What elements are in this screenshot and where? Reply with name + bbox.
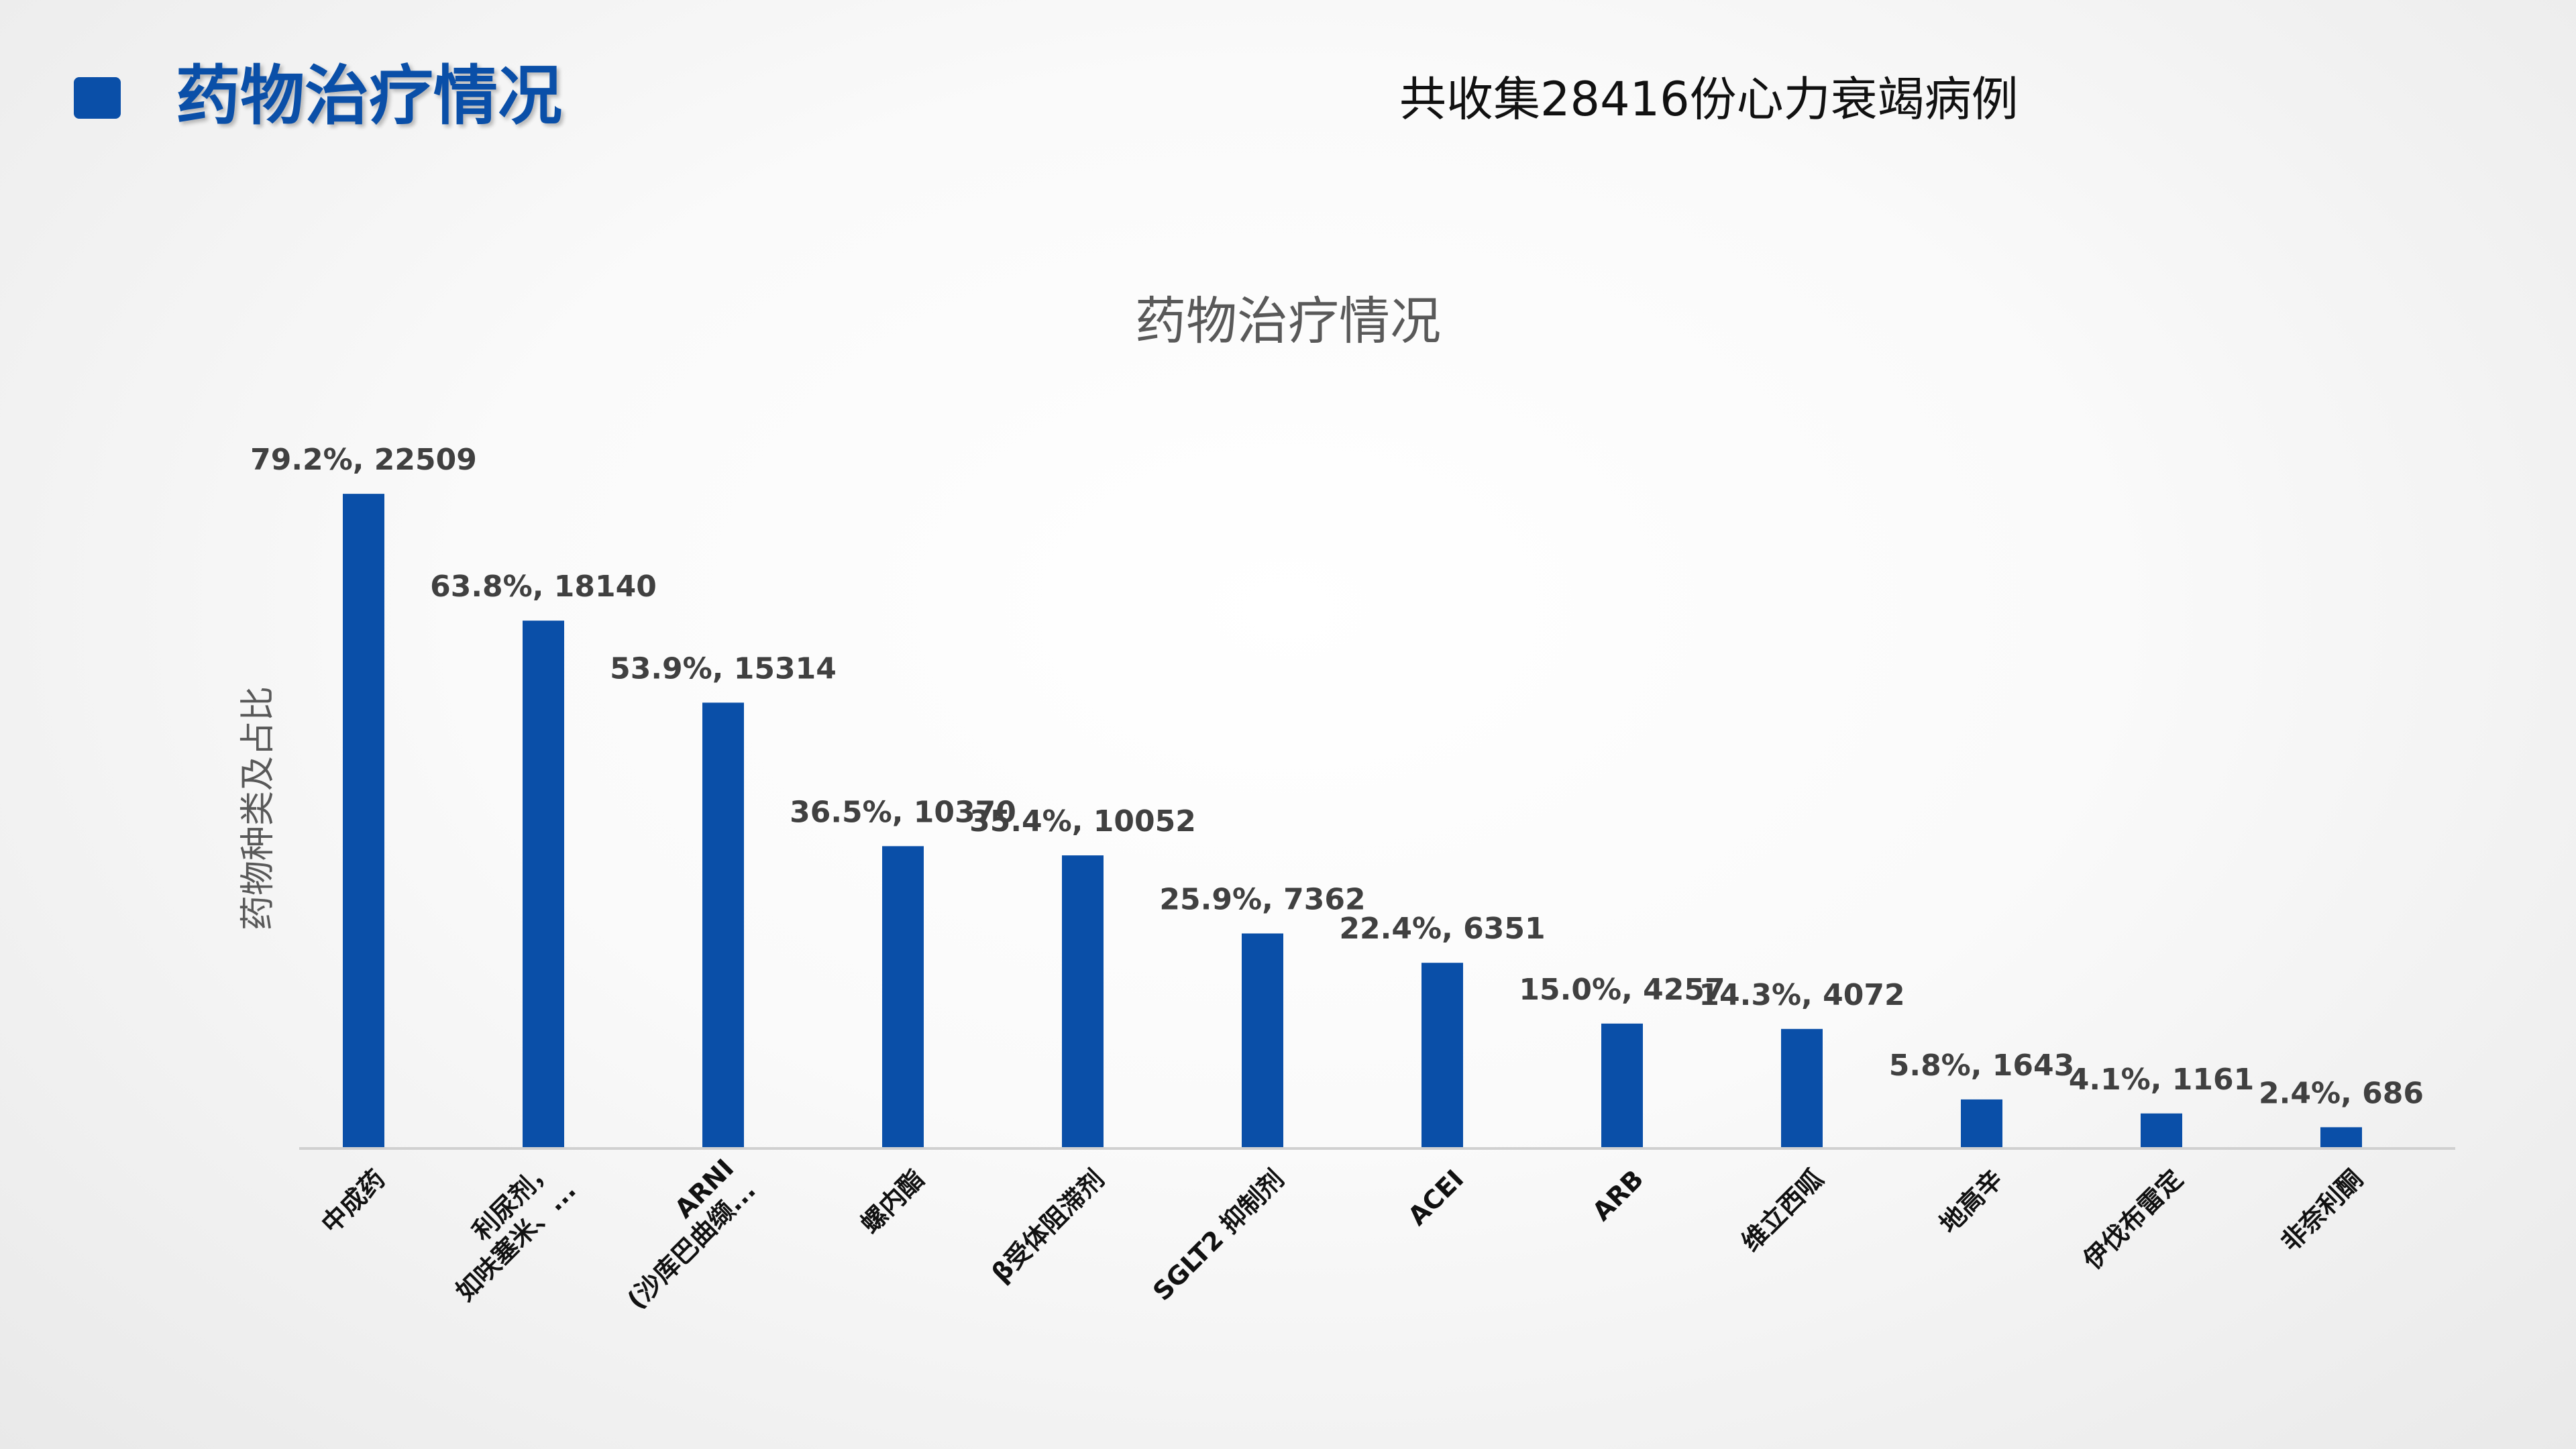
data-label-0: 79.2%, 22509 (250, 443, 477, 477)
data-label-11: 2.4%, 686 (2259, 1076, 2424, 1110)
bar-2 (702, 702, 744, 1147)
page-title: 药物治疗情况 (176, 58, 562, 133)
data-label-3: 36.5%, 10370 (790, 795, 1016, 829)
bar-3 (882, 846, 924, 1147)
chart-title: 药物治疗情况 (1135, 291, 1441, 351)
category-label-8: 维立西呱 (1736, 1164, 1829, 1257)
data-label-6: 22.4%, 6351 (1339, 912, 1545, 946)
data-label-4: 35.4%, 10052 (969, 804, 1196, 839)
category-label-0: 中成药 (316, 1164, 391, 1239)
data-label-7: 15.0%, 4257 (1519, 973, 1725, 1007)
category-label-6: ACEI (1402, 1164, 1469, 1231)
category-label-4: β受体阻滞剂 (986, 1164, 1110, 1288)
data-label-9: 5.8%, 1643 (1889, 1049, 2075, 1083)
category-label-10: 伊伐布雷定 (2077, 1164, 2188, 1275)
bar-4 (1062, 855, 1104, 1147)
bar-7 (1601, 1023, 1643, 1147)
category-label-2: ARNI(沙库巴曲缬... (600, 1153, 761, 1315)
category-label-3: 螺内酯 (855, 1164, 930, 1239)
category-label-7: ARB (1587, 1164, 1649, 1226)
category-label-1: 利尿剂，如呋塞米、... (428, 1153, 582, 1307)
bar-8 (1781, 1028, 1823, 1147)
bar-11 (2320, 1127, 2362, 1147)
category-label-11: 非奈利酮 (2275, 1164, 2369, 1257)
page-subtitle: 共收集28416份心力衰竭病例 (1399, 72, 2019, 127)
category-labels-group: 中成药 利尿剂，如呋塞米、... ARNI(沙库巴曲缬... 螺内酯 β受体阻滞剂 SGL… (316, 1153, 2369, 1315)
bar-5 (1242, 933, 1283, 1147)
bar-6 (1421, 963, 1463, 1147)
data-labels-group: 79.2%, 22509 63.8%, 18140 53.9%, 15314 36.5… (250, 443, 2424, 1110)
data-label-8: 14.3%, 4072 (1699, 978, 1904, 1012)
data-label-10: 4.1%, 1161 (2069, 1063, 2255, 1097)
data-label-1: 63.8%, 18140 (430, 570, 657, 604)
category-label-5: SGLT2 抑制剂 (1147, 1164, 1289, 1306)
data-label-5: 25.9%, 7362 (1159, 882, 1365, 916)
bar-9 (1961, 1099, 2002, 1147)
data-label-2: 53.9%, 15314 (610, 651, 837, 686)
bar-0 (343, 494, 384, 1147)
header-square-icon (74, 77, 121, 119)
y-axis-label: 药物种类及占比 (238, 686, 278, 930)
bars-group (343, 494, 2362, 1147)
bar-10 (2141, 1113, 2182, 1147)
category-label-9: 地高辛 (1934, 1164, 2009, 1239)
bar-1 (523, 621, 564, 1147)
